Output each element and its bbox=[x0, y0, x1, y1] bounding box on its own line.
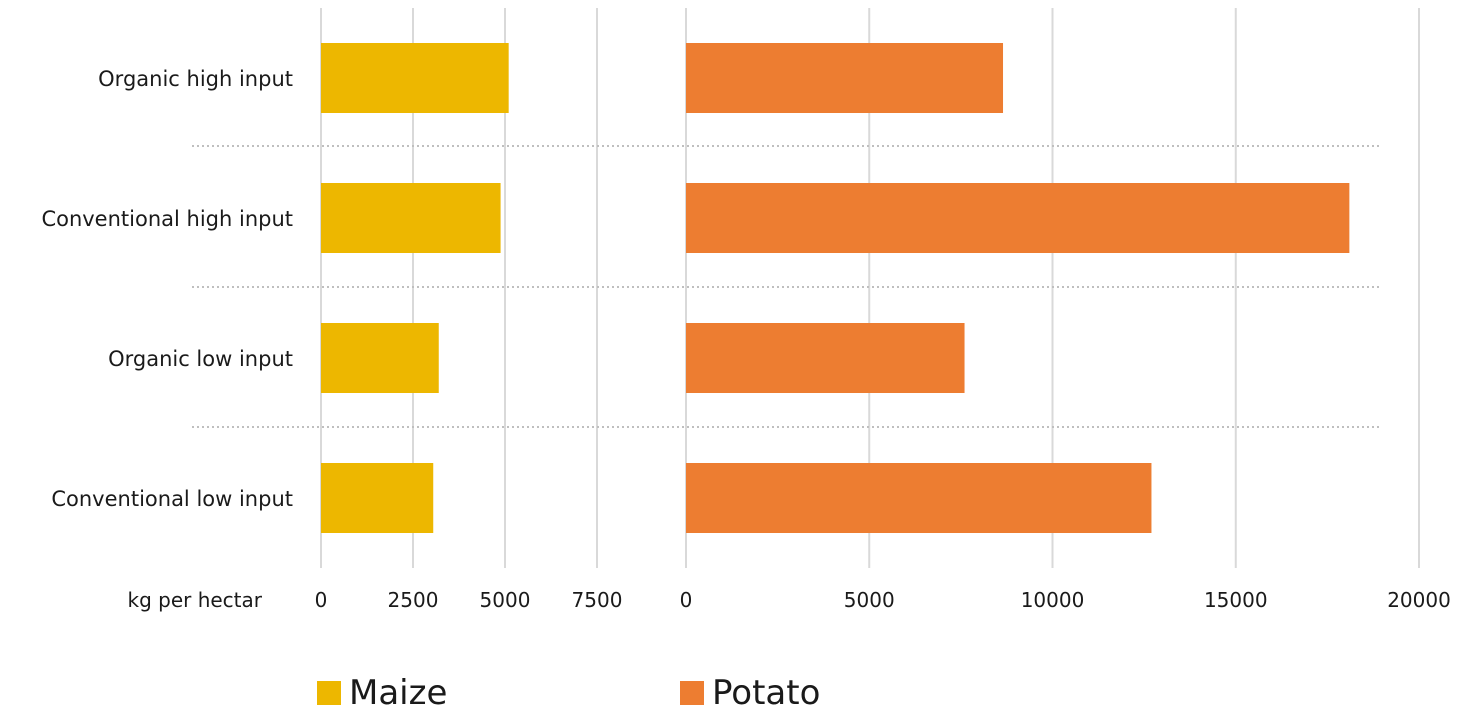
tick-label: 2500 bbox=[388, 588, 439, 612]
bars bbox=[321, 43, 1350, 533]
legend: Maize Potato bbox=[317, 673, 820, 708]
tick-label: 5000 bbox=[480, 588, 531, 612]
category-label: Organic high input bbox=[98, 67, 293, 91]
bar-potato bbox=[686, 463, 1152, 533]
bar-maize bbox=[321, 323, 439, 393]
tick-label: 15000 bbox=[1204, 588, 1268, 612]
bar-maize bbox=[321, 463, 434, 533]
category-labels: Organic high input Conventional high inpu… bbox=[41, 67, 293, 511]
tick-label: 0 bbox=[315, 588, 328, 612]
tick-label: 5000 bbox=[844, 588, 895, 612]
bar-potato bbox=[686, 43, 1004, 113]
tick-label: 0 bbox=[680, 588, 693, 612]
bar-maize bbox=[321, 183, 501, 253]
legend-label: Potato bbox=[712, 673, 820, 708]
tick-label: 10000 bbox=[1021, 588, 1085, 612]
tick-label: 20000 bbox=[1387, 588, 1451, 612]
legend-swatch bbox=[680, 681, 704, 705]
category-label: Conventional low input bbox=[51, 487, 293, 511]
bar-maize bbox=[321, 43, 509, 113]
category-separators bbox=[192, 145, 1382, 428]
axis-unit-label: kg per hectar bbox=[127, 588, 262, 612]
legend-label: Maize bbox=[349, 673, 447, 708]
bar-potato bbox=[686, 323, 965, 393]
category-label: Conventional high input bbox=[41, 207, 293, 231]
bar-potato bbox=[686, 183, 1350, 253]
category-label: Organic low input bbox=[108, 347, 293, 371]
tick-label: 7500 bbox=[572, 588, 623, 612]
legend-swatch bbox=[317, 681, 341, 705]
tick-labels: 0 2500 5000 7500 0 5000 10000 15000 20000 bbox=[315, 588, 1451, 612]
